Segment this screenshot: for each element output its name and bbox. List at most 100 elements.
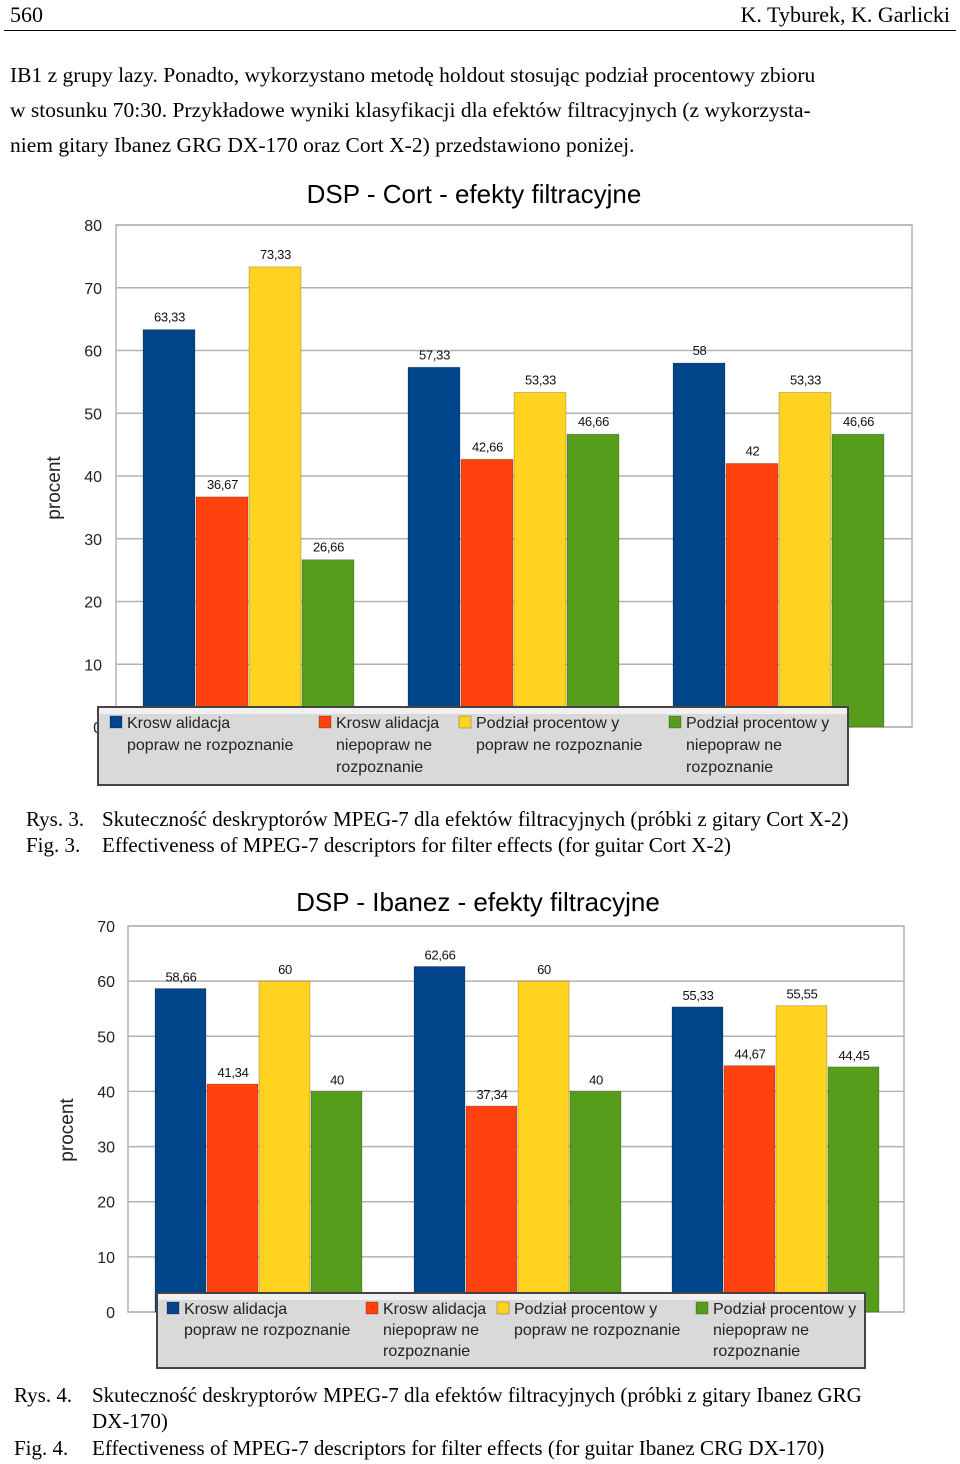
data-label: 41,34 bbox=[217, 1065, 248, 1080]
figure-3-caption: Rys. 3. Skuteczność deskryptorów MPEG-7 … bbox=[26, 806, 956, 862]
legend bbox=[156, 1292, 866, 1369]
bar bbox=[778, 391, 832, 728]
y-tick-label: 50 bbox=[84, 406, 102, 423]
bar bbox=[407, 366, 461, 728]
bar bbox=[301, 559, 355, 728]
legend-entry-text: Krosw alidacja bbox=[383, 1301, 486, 1318]
data-label: 60 bbox=[278, 962, 292, 977]
y-tick-label: 10 bbox=[97, 1250, 115, 1267]
bar bbox=[195, 496, 249, 728]
legend-entry-text: Podział procentow y bbox=[686, 715, 829, 732]
data-label: 44,67 bbox=[734, 1047, 765, 1062]
legend-entry-text: niepopraw ne bbox=[383, 1322, 479, 1339]
data-label: 40 bbox=[330, 1072, 344, 1087]
data-label: 44,45 bbox=[838, 1048, 869, 1063]
y-tick-label: 20 bbox=[97, 1195, 115, 1212]
legend-swatch bbox=[668, 715, 682, 729]
bar bbox=[142, 329, 196, 728]
legend-entry-text: Krosw alidacja bbox=[336, 715, 439, 732]
data-label: 55,55 bbox=[786, 987, 817, 1002]
data-label: 36,67 bbox=[207, 477, 238, 492]
legend-entry-text: rozpoznanie bbox=[713, 1343, 800, 1360]
legend-entry-text: rozpoznanie bbox=[336, 759, 423, 776]
legend-entry-text: niepopraw ne bbox=[713, 1322, 809, 1339]
legend-highlight bbox=[158, 1294, 864, 1300]
data-label: 40 bbox=[589, 1072, 603, 1087]
y-tick-label: 20 bbox=[84, 595, 102, 612]
bar bbox=[672, 362, 726, 728]
y-tick-label: 30 bbox=[84, 532, 102, 549]
bar bbox=[206, 1083, 259, 1313]
caption-label: Fig. 3. bbox=[26, 833, 81, 857]
caption-text: DX-170) bbox=[92, 1409, 168, 1433]
data-label: 42 bbox=[746, 443, 760, 458]
bar bbox=[465, 1105, 518, 1313]
y-tick-label: 70 bbox=[84, 281, 102, 298]
bar bbox=[671, 1006, 724, 1313]
data-label: 42,66 bbox=[472, 439, 503, 454]
data-label: 53,33 bbox=[525, 372, 556, 387]
data-label: 53,33 bbox=[790, 372, 821, 387]
data-label: 58,66 bbox=[165, 970, 196, 985]
legend-entry-text: popraw ne rozpoznanie bbox=[514, 1322, 680, 1339]
legend-swatch bbox=[166, 1301, 180, 1315]
bar bbox=[723, 1065, 776, 1313]
bar bbox=[413, 966, 466, 1313]
y-tick-label: 0 bbox=[106, 1305, 115, 1322]
bar bbox=[775, 1005, 828, 1313]
legend-entry-text: rozpoznanie bbox=[686, 759, 773, 776]
data-label: 62,66 bbox=[424, 947, 455, 962]
bar bbox=[725, 463, 779, 728]
data-label: 26,66 bbox=[313, 540, 344, 555]
y-tick-label: 60 bbox=[97, 974, 115, 991]
y-tick-label: 50 bbox=[97, 1029, 115, 1046]
data-label: 46,66 bbox=[843, 414, 874, 429]
bar bbox=[310, 1091, 363, 1313]
caption-text: Effectiveness of MPEG-7 descriptors for … bbox=[102, 833, 732, 857]
data-label: 63,33 bbox=[154, 310, 185, 325]
data-label: 73,33 bbox=[260, 247, 291, 262]
legend-entry-text: niepopraw ne bbox=[336, 737, 432, 754]
chart-title: DSP - Ibanez - efekty filtracyjne bbox=[296, 887, 660, 917]
legend-entry-text: Podział procentow y bbox=[514, 1301, 657, 1318]
bar bbox=[517, 980, 570, 1313]
legend-entry-text: popraw ne rozpoznanie bbox=[476, 737, 642, 754]
y-tick-label: 80 bbox=[84, 218, 102, 235]
data-label: 58 bbox=[693, 343, 707, 358]
legend-swatch bbox=[109, 715, 123, 729]
data-label: 57,33 bbox=[419, 347, 450, 362]
legend bbox=[97, 706, 849, 786]
paragraph-line: w stosunku 70:30. Przykładowe wyniki kla… bbox=[10, 98, 811, 122]
cort-bar-chart: DSP - Cort - efekty filtracyjne010203040… bbox=[44, 179, 913, 786]
paragraph-line: niem gitary Ibanez GRG DX-170 oraz Cort … bbox=[10, 133, 635, 157]
y-tick-label: 10 bbox=[84, 657, 102, 674]
y-tick-label: 40 bbox=[97, 1084, 115, 1101]
data-label: 55,33 bbox=[682, 988, 713, 1003]
bar bbox=[460, 458, 514, 728]
caption-text: Skuteczność deskryptorów MPEG-7 dla efek… bbox=[102, 807, 849, 831]
legend-entry-text: popraw ne rozpoznanie bbox=[127, 737, 293, 754]
body-paragraph: IB1 z grupy lazy. Ponadto, wykorzystano … bbox=[10, 58, 954, 163]
caption-text: Effectiveness of MPEG-7 descriptors for … bbox=[92, 1436, 825, 1460]
legend-swatch bbox=[458, 715, 472, 729]
data-label: 37,34 bbox=[476, 1087, 507, 1102]
page-number: 560 bbox=[10, 2, 43, 27]
legend-entry-text: Krosw alidacja bbox=[127, 715, 230, 732]
bar bbox=[569, 1091, 622, 1313]
bar bbox=[513, 391, 567, 728]
legend-entry-text: rozpoznanie bbox=[383, 1343, 470, 1360]
legend-entry-text: niepopraw ne bbox=[686, 737, 782, 754]
running-header: 560 K. Tyburek, K. Garlicki bbox=[10, 0, 950, 32]
paragraph-line: IB1 z grupy lazy. Ponadto, wykorzystano … bbox=[10, 63, 816, 87]
running-authors: K. Tyburek, K. Garlicki bbox=[740, 2, 950, 27]
caption-label: Rys. 3. bbox=[26, 807, 85, 831]
legend-highlight bbox=[99, 708, 847, 714]
chart-title: DSP - Cort - efekty filtracyjne bbox=[307, 179, 642, 209]
caption-label: Rys. 4. bbox=[14, 1383, 73, 1407]
y-tick-label: 60 bbox=[84, 344, 102, 361]
bar bbox=[154, 988, 207, 1313]
legend-entry-text: Podział procentow y bbox=[713, 1301, 856, 1318]
y-tick-label: 70 bbox=[97, 919, 115, 936]
data-label: 46,66 bbox=[578, 414, 609, 429]
figure-4-caption: Rys. 4. Skuteczność deskryptorów MPEG-7 … bbox=[14, 1382, 958, 1462]
